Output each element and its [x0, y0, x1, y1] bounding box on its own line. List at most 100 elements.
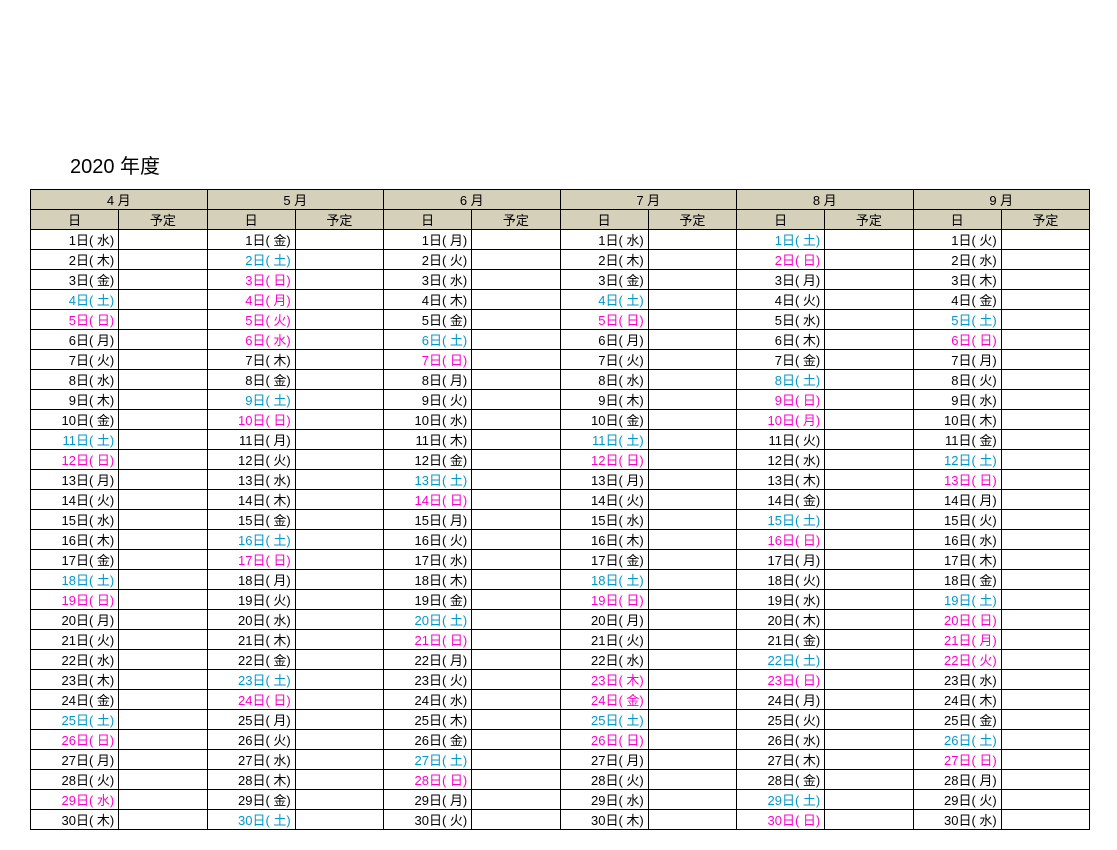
schedule-cell[interactable]: [119, 630, 207, 650]
schedule-cell[interactable]: [119, 710, 207, 730]
schedule-cell[interactable]: [825, 470, 913, 490]
schedule-cell[interactable]: [648, 650, 736, 670]
schedule-cell[interactable]: [472, 730, 560, 750]
schedule-cell[interactable]: [1001, 770, 1089, 790]
schedule-cell[interactable]: [295, 710, 383, 730]
schedule-cell[interactable]: [648, 810, 736, 830]
schedule-cell[interactable]: [1001, 350, 1089, 370]
schedule-cell[interactable]: [472, 470, 560, 490]
schedule-cell[interactable]: [1001, 510, 1089, 530]
schedule-cell[interactable]: [648, 330, 736, 350]
schedule-cell[interactable]: [119, 690, 207, 710]
schedule-cell[interactable]: [295, 470, 383, 490]
schedule-cell[interactable]: [295, 530, 383, 550]
schedule-cell[interactable]: [472, 310, 560, 330]
schedule-cell[interactable]: [825, 690, 913, 710]
schedule-cell[interactable]: [1001, 290, 1089, 310]
schedule-cell[interactable]: [648, 470, 736, 490]
schedule-cell[interactable]: [1001, 610, 1089, 630]
schedule-cell[interactable]: [1001, 330, 1089, 350]
schedule-cell[interactable]: [648, 530, 736, 550]
schedule-cell[interactable]: [472, 610, 560, 630]
schedule-cell[interactable]: [825, 570, 913, 590]
schedule-cell[interactable]: [119, 330, 207, 350]
schedule-cell[interactable]: [1001, 310, 1089, 330]
schedule-cell[interactable]: [119, 470, 207, 490]
schedule-cell[interactable]: [295, 250, 383, 270]
schedule-cell[interactable]: [295, 750, 383, 770]
schedule-cell[interactable]: [472, 770, 560, 790]
schedule-cell[interactable]: [825, 510, 913, 530]
schedule-cell[interactable]: [825, 270, 913, 290]
schedule-cell[interactable]: [1001, 250, 1089, 270]
schedule-cell[interactable]: [472, 390, 560, 410]
schedule-cell[interactable]: [648, 510, 736, 530]
schedule-cell[interactable]: [295, 450, 383, 470]
schedule-cell[interactable]: [119, 750, 207, 770]
schedule-cell[interactable]: [119, 650, 207, 670]
schedule-cell[interactable]: [1001, 370, 1089, 390]
schedule-cell[interactable]: [1001, 730, 1089, 750]
schedule-cell[interactable]: [472, 430, 560, 450]
schedule-cell[interactable]: [295, 610, 383, 630]
schedule-cell[interactable]: [1001, 670, 1089, 690]
schedule-cell[interactable]: [1001, 690, 1089, 710]
schedule-cell[interactable]: [648, 230, 736, 250]
schedule-cell[interactable]: [825, 410, 913, 430]
schedule-cell[interactable]: [472, 350, 560, 370]
schedule-cell[interactable]: [648, 590, 736, 610]
schedule-cell[interactable]: [825, 810, 913, 830]
schedule-cell[interactable]: [648, 250, 736, 270]
schedule-cell[interactable]: [295, 650, 383, 670]
schedule-cell[interactable]: [119, 670, 207, 690]
schedule-cell[interactable]: [119, 430, 207, 450]
schedule-cell[interactable]: [648, 670, 736, 690]
schedule-cell[interactable]: [1001, 810, 1089, 830]
schedule-cell[interactable]: [472, 370, 560, 390]
schedule-cell[interactable]: [1001, 550, 1089, 570]
schedule-cell[interactable]: [295, 350, 383, 370]
schedule-cell[interactable]: [825, 630, 913, 650]
schedule-cell[interactable]: [119, 790, 207, 810]
schedule-cell[interactable]: [1001, 650, 1089, 670]
schedule-cell[interactable]: [295, 570, 383, 590]
schedule-cell[interactable]: [295, 510, 383, 530]
schedule-cell[interactable]: [119, 810, 207, 830]
schedule-cell[interactable]: [472, 290, 560, 310]
schedule-cell[interactable]: [648, 350, 736, 370]
schedule-cell[interactable]: [119, 290, 207, 310]
schedule-cell[interactable]: [119, 230, 207, 250]
schedule-cell[interactable]: [472, 670, 560, 690]
schedule-cell[interactable]: [472, 530, 560, 550]
schedule-cell[interactable]: [1001, 750, 1089, 770]
schedule-cell[interactable]: [825, 730, 913, 750]
schedule-cell[interactable]: [119, 590, 207, 610]
schedule-cell[interactable]: [1001, 230, 1089, 250]
schedule-cell[interactable]: [295, 330, 383, 350]
schedule-cell[interactable]: [472, 790, 560, 810]
schedule-cell[interactable]: [295, 730, 383, 750]
schedule-cell[interactable]: [648, 570, 736, 590]
schedule-cell[interactable]: [648, 690, 736, 710]
schedule-cell[interactable]: [825, 350, 913, 370]
schedule-cell[interactable]: [295, 790, 383, 810]
schedule-cell[interactable]: [648, 270, 736, 290]
schedule-cell[interactable]: [472, 550, 560, 570]
schedule-cell[interactable]: [472, 630, 560, 650]
schedule-cell[interactable]: [119, 510, 207, 530]
schedule-cell[interactable]: [119, 770, 207, 790]
schedule-cell[interactable]: [825, 290, 913, 310]
schedule-cell[interactable]: [825, 490, 913, 510]
schedule-cell[interactable]: [119, 570, 207, 590]
schedule-cell[interactable]: [295, 230, 383, 250]
schedule-cell[interactable]: [472, 250, 560, 270]
schedule-cell[interactable]: [1001, 410, 1089, 430]
schedule-cell[interactable]: [472, 410, 560, 430]
schedule-cell[interactable]: [648, 450, 736, 470]
schedule-cell[interactable]: [825, 590, 913, 610]
schedule-cell[interactable]: [295, 490, 383, 510]
schedule-cell[interactable]: [825, 650, 913, 670]
schedule-cell[interactable]: [119, 410, 207, 430]
schedule-cell[interactable]: [648, 750, 736, 770]
schedule-cell[interactable]: [295, 430, 383, 450]
